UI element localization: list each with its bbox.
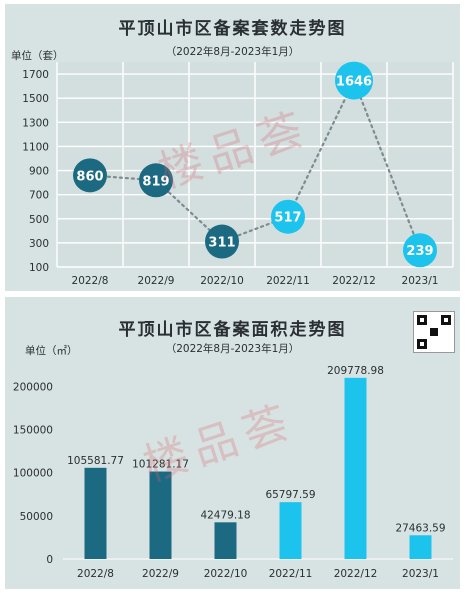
x-tick-label: 2023/1 <box>402 568 439 580</box>
data-point <box>403 233 437 268</box>
data-label: 517 <box>274 211 301 226</box>
x-tick-label: 2022/11 <box>266 275 310 287</box>
bar-value-label: 105581.77 <box>67 455 124 467</box>
y-tick-label: 200000 <box>13 381 53 393</box>
x-tick-label: 2022/12 <box>332 275 376 287</box>
data-label: 311 <box>208 236 235 251</box>
bar <box>344 377 367 559</box>
bar <box>279 502 302 559</box>
bar-value-label: 209778.98 <box>327 365 384 377</box>
x-tick-label: 2022/11 <box>269 568 313 580</box>
data-point <box>335 61 373 100</box>
y-tick-label: 700 <box>29 190 49 202</box>
data-label: 1646 <box>336 75 372 90</box>
y-tick-label: 1100 <box>22 141 49 153</box>
bar-value-label: 27463.59 <box>395 522 445 534</box>
y-tick-label: 1300 <box>22 117 49 129</box>
bar <box>149 471 172 559</box>
bar-value-label: 65797.59 <box>265 489 315 501</box>
units-chart-unit: 单位（套） <box>11 50 64 62</box>
area-bar-chart: 0 50000 100000 150000 200000 105581.77 101281.… <box>13 365 453 580</box>
data-label: 860 <box>76 169 103 184</box>
x-tick-label: 2023/1 <box>402 275 439 287</box>
x-tick-label: 2022/8 <box>72 275 109 287</box>
y-tick-label: 1500 <box>22 93 49 105</box>
data-label: 819 <box>142 174 169 189</box>
bar-value-label: 42479.18 <box>200 509 250 521</box>
data-point <box>271 199 305 234</box>
units-chart-subtitle: （2022年8月-2023年1月） <box>165 46 300 58</box>
x-tick-label: 2022/9 <box>138 275 175 287</box>
area-chart-panel: 平顶山市区备案面积走势图 （2022年8月-2023年1月） 单位（㎡） 0 50… <box>5 297 460 589</box>
x-tick-label: 2022/8 <box>77 568 114 580</box>
x-tick-label: 2022/9 <box>142 568 179 580</box>
x-tick-label: 2022/10 <box>204 568 248 580</box>
data-point <box>139 163 173 198</box>
y-tick-label: 100 <box>29 262 49 274</box>
bar-value-label: 101281.17 <box>132 459 189 471</box>
y-tick-label: 0 <box>46 554 53 566</box>
bar <box>409 535 432 559</box>
y-tick-label: 900 <box>29 166 49 178</box>
y-tick-label: 150000 <box>13 424 53 436</box>
data-point <box>73 158 107 193</box>
y-tick-label: 100000 <box>13 468 53 480</box>
y-tick-label: 500 <box>29 214 49 226</box>
bar <box>84 467 107 559</box>
units-line-chart: 100 300 500 700 900 1100 1300 1500 1700 860 819 311… <box>22 61 454 287</box>
y-tick-label: 300 <box>29 238 49 250</box>
x-tick-label: 2022/12 <box>334 568 378 580</box>
data-label: 239 <box>406 244 433 259</box>
area-chart-unit: 单位（㎡） <box>25 345 78 357</box>
area-chart-subtitle: （2022年8月-2023年1月） <box>165 343 300 355</box>
qr-code-icon <box>413 311 455 353</box>
bar <box>214 522 237 559</box>
y-tick-label: 1700 <box>22 69 49 81</box>
y-tick-label: 50000 <box>20 511 53 523</box>
units-chart-panel: 平顶山市区备案套数走势图 （2022年8月-2023年1月） 单位（套） 100… <box>5 4 460 291</box>
x-tick-label: 2022/10 <box>200 275 244 287</box>
area-chart-title: 平顶山市区备案面积走势图 <box>118 320 347 340</box>
data-point <box>205 224 239 259</box>
units-chart-title: 平顶山市区备案套数走势图 <box>118 19 347 39</box>
